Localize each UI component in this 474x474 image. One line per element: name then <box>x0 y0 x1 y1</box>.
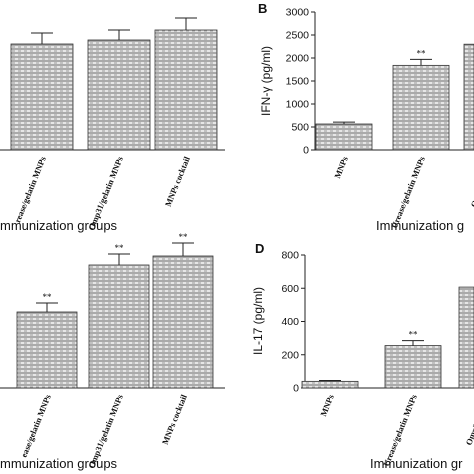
y-tick-label: 0 <box>293 383 299 395</box>
x-axis-label: Immunization gr <box>370 456 463 471</box>
significance-label: ** <box>43 292 53 302</box>
y-tick-label: 800 <box>281 250 299 262</box>
y-tick-label: 1000 <box>286 99 310 111</box>
error-bar <box>36 302 58 312</box>
error-bar <box>402 340 424 346</box>
error-bar <box>410 58 432 66</box>
bar <box>458 286 474 389</box>
y-tick-label: 600 <box>281 283 299 295</box>
error-bar <box>175 17 197 30</box>
y-axis-label: IL-17 (pg/ml) <box>251 287 265 355</box>
y-tick-label: 2000 <box>286 53 310 65</box>
bar <box>315 123 373 151</box>
x-axis-label: Immunization g <box>376 218 464 233</box>
x-tick-label: MNPs cocktail <box>160 392 189 446</box>
significance-label: ** <box>409 330 419 340</box>
bar <box>152 255 214 389</box>
y-tick-label: 500 <box>291 122 309 134</box>
panel-label: B <box>258 1 267 16</box>
x-tick-label: MNPs cocktail <box>163 154 192 208</box>
x-tick-label: MNPs <box>318 392 336 417</box>
y-tick-label: 0 <box>303 145 309 157</box>
significance-label: ** <box>417 48 427 58</box>
x-tick-label: rease/gelatin MNPs <box>12 154 48 224</box>
significance-label: ** <box>179 232 189 242</box>
bar <box>154 29 218 151</box>
x-tick-label: Omp31/gelatin <box>468 155 474 209</box>
bar <box>463 43 474 151</box>
y-tick-label: 1500 <box>286 76 310 88</box>
error-bar <box>333 121 355 125</box>
y-axis-label: IFN-γ (pg/ml) <box>259 46 273 116</box>
x-tick-label: Omp31/gelatin <box>463 393 474 447</box>
bar <box>87 39 151 151</box>
bar <box>16 311 78 389</box>
y-tick-label: 3000 <box>286 7 310 19</box>
x-axis-label: mmunization groups <box>0 456 118 471</box>
error-bar <box>319 380 341 382</box>
x-tick-label: MNPs <box>332 154 350 179</box>
bar <box>10 43 74 151</box>
y-tick-label: 2500 <box>286 30 310 42</box>
error-bar <box>172 242 194 256</box>
x-tick-label: ease/gelatin MNPs <box>19 392 54 458</box>
error-bar <box>108 253 130 265</box>
y-tick-label: 200 <box>281 349 299 361</box>
bar <box>392 64 450 151</box>
y-tick-label: 400 <box>281 316 299 328</box>
bar <box>384 345 442 389</box>
significance-label: ** <box>115 243 125 253</box>
x-axis-label: mmunization groups <box>0 218 118 233</box>
bar <box>301 380 359 389</box>
panel-label: D <box>255 241 264 256</box>
bar <box>88 264 150 389</box>
error-bar <box>31 32 53 44</box>
error-bar <box>108 29 130 40</box>
